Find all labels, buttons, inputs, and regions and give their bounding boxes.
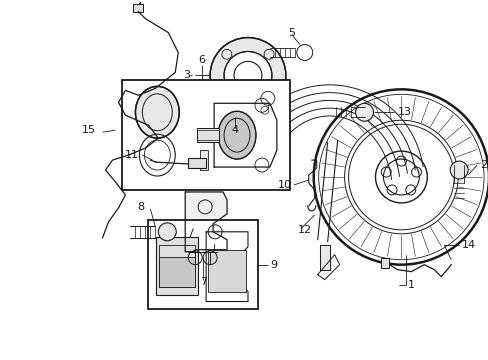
Circle shape xyxy=(158,223,176,241)
Text: 5: 5 xyxy=(288,28,295,37)
Bar xyxy=(159,257,195,287)
Text: 7: 7 xyxy=(199,276,206,287)
Ellipse shape xyxy=(218,111,255,159)
Bar xyxy=(148,220,258,310)
Text: 14: 14 xyxy=(461,240,475,250)
Text: 9: 9 xyxy=(269,260,277,270)
Bar xyxy=(200,150,208,170)
Bar xyxy=(208,250,245,292)
Text: 15: 15 xyxy=(81,125,95,135)
Bar xyxy=(381,258,388,268)
Text: 12: 12 xyxy=(297,225,311,235)
Polygon shape xyxy=(185,192,226,252)
Bar xyxy=(188,158,206,168)
Text: 10: 10 xyxy=(277,180,291,190)
Ellipse shape xyxy=(135,86,179,138)
Circle shape xyxy=(224,51,271,99)
Polygon shape xyxy=(214,103,276,167)
Bar xyxy=(197,128,219,142)
Text: 6: 6 xyxy=(198,55,205,66)
Text: 3: 3 xyxy=(183,71,190,80)
Text: 8: 8 xyxy=(137,202,143,212)
Circle shape xyxy=(210,37,285,113)
Text: 11: 11 xyxy=(124,150,138,160)
Text: 2: 2 xyxy=(479,160,486,170)
Polygon shape xyxy=(319,245,329,270)
Text: 1: 1 xyxy=(407,280,413,289)
Text: 4: 4 xyxy=(231,125,238,135)
Bar xyxy=(156,237,198,294)
Bar xyxy=(122,80,289,190)
Bar xyxy=(159,245,195,287)
Circle shape xyxy=(449,161,467,179)
Text: 13: 13 xyxy=(397,107,410,117)
Bar xyxy=(197,130,219,140)
Circle shape xyxy=(355,103,373,121)
Bar xyxy=(133,4,143,12)
